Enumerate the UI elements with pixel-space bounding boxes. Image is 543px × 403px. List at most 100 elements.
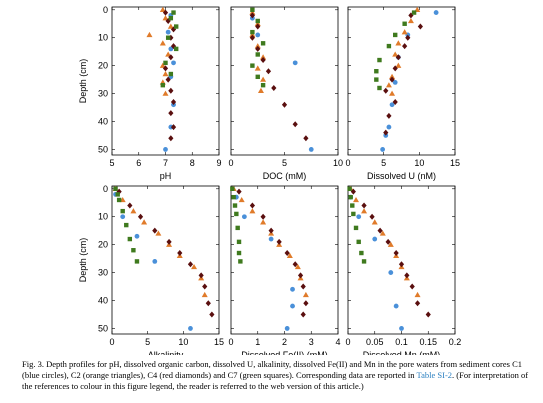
series-c2 <box>230 185 309 298</box>
data-point-c1 <box>292 60 298 66</box>
data-point-c7 <box>402 21 407 26</box>
data-point-c4 <box>249 34 255 41</box>
data-point-c2 <box>286 252 293 259</box>
x-axis-label: Dissolved Mn (mM) <box>363 350 441 355</box>
data-point-c4 <box>209 311 215 318</box>
data-point-c1 <box>168 46 174 52</box>
series-c1 <box>348 194 404 331</box>
data-point-c7 <box>127 236 133 242</box>
data-point-c7 <box>377 57 382 63</box>
data-point-c7 <box>168 15 174 21</box>
data-point-c2 <box>162 15 169 21</box>
data-point-c4 <box>137 213 144 220</box>
data-point-c4 <box>292 261 298 268</box>
series-c7 <box>230 186 243 264</box>
x-tick-label: 10 <box>333 158 343 168</box>
data-point-c7 <box>124 222 129 228</box>
data-point-c4 <box>168 54 174 61</box>
data-point-c1 <box>308 147 314 152</box>
data-point-c4 <box>402 43 408 50</box>
data-point-c1 <box>163 147 168 152</box>
data-point-c7 <box>171 10 176 15</box>
data-point-c7 <box>260 41 266 46</box>
x-axis-label: DOC (mM) <box>263 171 307 181</box>
x-tick-label: 0.2 <box>449 337 462 347</box>
data-point-c4 <box>281 101 288 108</box>
caption-table-link[interactable]: Table SI-2 <box>416 370 453 380</box>
series-c7 <box>374 10 417 91</box>
panel-alkalinity: 0 5 10 15 0 10 20 30 40 50 Alkalinity Depth (cm) <box>78 184 224 355</box>
data-point-c4 <box>268 227 274 234</box>
data-point-c2 <box>407 17 414 24</box>
data-point-c7 <box>232 203 238 208</box>
data-point-c7 <box>120 208 125 214</box>
data-point-c7 <box>235 225 240 231</box>
x-tick-label: 0 <box>228 337 233 347</box>
data-point-c4 <box>255 23 261 30</box>
x-tick-label: 15 <box>214 337 224 347</box>
data-point-c4 <box>177 250 183 257</box>
data-point-c1 <box>120 214 126 220</box>
x-axis-label: Dissolved Fe(II) (mM) <box>241 350 328 355</box>
data-point-c4 <box>405 34 411 41</box>
data-point-c7 <box>115 192 120 197</box>
data-point-c7 <box>230 186 235 191</box>
panel-dissolved-fe-ii-mm: 0 1 2 3 4 Dissolved Fe(II) (mM) <box>228 185 341 355</box>
series-c4 <box>249 12 309 142</box>
data-point-c1 <box>392 79 398 85</box>
y-tick-label: 50 <box>98 323 108 333</box>
data-point-c7 <box>347 186 352 191</box>
x-axis-label: pH <box>160 171 172 181</box>
data-point-c4 <box>152 227 158 234</box>
x-tick-label: 0.05 <box>366 337 384 347</box>
caption-text-tail: . (For interpretation of the references … <box>22 370 529 391</box>
data-point-c2 <box>392 51 399 57</box>
series-c2 <box>112 185 208 298</box>
data-point-c7 <box>255 52 260 57</box>
data-point-c7 <box>377 85 382 91</box>
x-tick-label: 8 <box>190 158 195 168</box>
data-point-c7 <box>351 211 356 217</box>
data-point-c2 <box>395 40 402 46</box>
data-point-c4 <box>202 283 208 290</box>
data-point-c7 <box>386 43 392 49</box>
data-point-c4 <box>409 283 415 290</box>
x-tick-label: 5 <box>109 158 114 168</box>
data-point-c4 <box>292 121 298 128</box>
data-point-c7 <box>231 194 236 200</box>
y-axis-label: Depth (cm) <box>78 238 88 283</box>
data-point-c2 <box>361 208 368 214</box>
series-c1 <box>163 12 176 152</box>
x-tick-label: 5 <box>145 337 150 347</box>
series-c2 <box>385 6 421 96</box>
data-point-c4 <box>303 135 309 142</box>
data-point-c2 <box>257 87 264 93</box>
data-point-c4 <box>284 250 290 257</box>
data-point-c4 <box>392 98 398 105</box>
data-point-c7 <box>361 259 367 264</box>
data-point-c7 <box>113 186 118 191</box>
y-tick-label: 30 <box>98 268 108 278</box>
data-point-c1 <box>255 32 261 38</box>
y-tick-label: 10 <box>98 212 108 222</box>
data-point-c4 <box>300 311 306 318</box>
series-c1 <box>250 15 314 152</box>
caption-text: Fig. 3. Depth profiles for pH, dissolved… <box>22 359 522 380</box>
data-point-c4 <box>187 261 194 268</box>
data-point-c7 <box>353 225 359 231</box>
data-point-c4 <box>260 57 266 64</box>
data-point-c7 <box>168 71 174 77</box>
plot-frame <box>347 6 456 156</box>
data-point-c1 <box>171 60 176 66</box>
data-point-c4 <box>168 135 174 142</box>
data-point-c1 <box>290 303 295 309</box>
data-point-c1 <box>393 303 399 309</box>
y-tick-label: 20 <box>98 240 108 250</box>
series-c1 <box>113 191 193 331</box>
data-point-c4 <box>205 300 211 307</box>
data-point-c7 <box>393 32 398 38</box>
data-point-c2 <box>371 219 378 225</box>
panel-ph: 5 6 7 8 9 0 10 20 30 40 50 pH Depth (cm) <box>78 5 222 181</box>
data-point-c4 <box>168 110 174 117</box>
data-point-c2 <box>379 230 386 236</box>
